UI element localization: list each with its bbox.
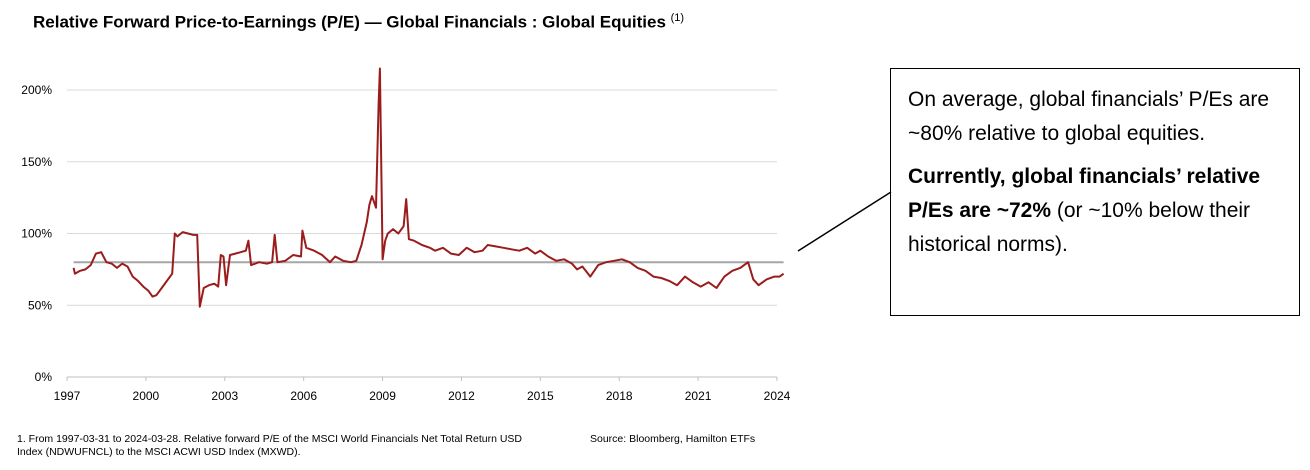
- title-footnote-marker: (1): [670, 12, 685, 24]
- callout-box: On average, global financials’ P/Es are …: [890, 68, 1300, 316]
- y-axis-ticks: 0% 50% 100% 150% 200%: [21, 83, 52, 384]
- x-tick-label: 2021: [685, 389, 712, 403]
- callout-paragraph-average: On average, global financials’ P/Es are …: [908, 88, 1270, 145]
- y-tick-label: 100%: [21, 227, 52, 241]
- x-tick-label: 2018: [606, 389, 633, 403]
- x-tick-label: 2003: [211, 389, 238, 403]
- y-tick-label: 50%: [28, 298, 52, 312]
- line-chart: 0% 50% 100% 150% 200% 1997 2000 2003 2006 2009 20…: [21, 67, 791, 403]
- chart-footnote: 1. From 1997-03-31 to 2024-03-28. Relati…: [17, 433, 523, 458]
- x-tick-label: 2009: [369, 389, 396, 403]
- chart-gridlines: [67, 89, 777, 306]
- callout-pointer-line: [797, 191, 892, 252]
- x-tick-label: 2024: [764, 389, 791, 403]
- y-tick-label: 200%: [21, 83, 52, 97]
- source-note: Source: Bloomberg, Hamilton ETFs: [590, 433, 756, 445]
- x-axis-ticks: 1997 2000 2003 2006 2009 2012 2015 2018 2021 2024: [54, 377, 791, 403]
- x-tick-label: 2015: [527, 389, 554, 403]
- x-tick-label: 2006: [290, 389, 317, 403]
- x-tick-label: 1997: [54, 389, 81, 403]
- callout-paragraph-current: Currently, global financials’ relative P…: [908, 160, 1283, 262]
- series-group: [72, 67, 785, 308]
- chart-title-text: Relative Forward Price-to-Earnings (P/E)…: [33, 12, 666, 32]
- x-tick-label: 2000: [133, 389, 160, 403]
- x-tick-label: 2012: [448, 389, 475, 403]
- relative-pe-series-line: [72, 67, 785, 308]
- chart-title: Relative Forward Price-to-Earnings (P/E)…: [33, 12, 684, 33]
- callout-current-bold: Currently, global financials’ relative P…: [908, 165, 1261, 222]
- y-tick-label: 150%: [21, 155, 52, 169]
- y-tick-label: 0%: [35, 370, 53, 384]
- callout-current-rest: (or ~10% below their historical norms).: [908, 199, 1251, 256]
